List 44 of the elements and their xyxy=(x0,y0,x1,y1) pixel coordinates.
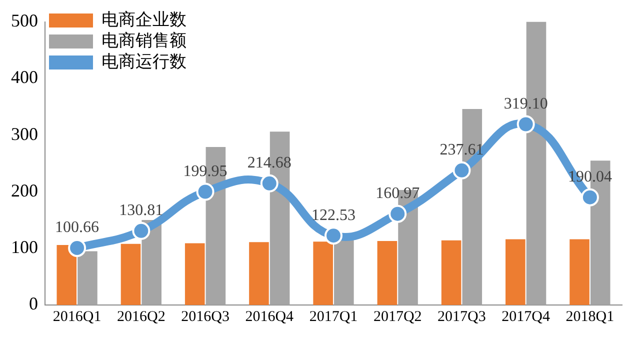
legend-label: 电商销售额 xyxy=(102,30,186,50)
point xyxy=(516,115,535,134)
y-tick-label: 200 xyxy=(11,180,38,200)
x-tick-label: 2018Q1 xyxy=(566,308,614,325)
point xyxy=(452,161,471,180)
point xyxy=(388,204,407,223)
bar xyxy=(441,240,462,305)
point xyxy=(260,174,278,192)
point xyxy=(324,226,342,245)
data-label: 160.97 xyxy=(376,185,420,202)
data-label: 199.95 xyxy=(183,162,228,180)
y-tick-label: 300 xyxy=(11,124,38,144)
y-tick-label: 100 xyxy=(11,237,38,258)
x-tick-label: 2016Q4 xyxy=(245,308,294,325)
point xyxy=(132,222,150,240)
legend-label: 电商企业数 xyxy=(102,10,186,29)
data-label: 130.81 xyxy=(119,202,164,220)
y-tick-label: 500 xyxy=(11,10,38,31)
bar xyxy=(249,242,269,305)
x-tick-label: 2017Q4 xyxy=(502,308,550,325)
point xyxy=(196,182,214,201)
bar xyxy=(184,243,205,305)
x-tick-label: 2017Q1 xyxy=(309,308,358,325)
bar xyxy=(56,244,77,305)
data-label: 122.53 xyxy=(312,206,356,224)
x-tick-label: 2017Q2 xyxy=(373,308,422,325)
bar xyxy=(78,251,98,305)
x-tick-label: 2016Q3 xyxy=(181,308,230,325)
x-tick-label: 2016Q1 xyxy=(52,308,102,325)
data-label: 214.68 xyxy=(247,154,292,172)
point xyxy=(580,188,599,206)
bar xyxy=(120,244,141,305)
y-tick-label: 0 xyxy=(29,294,38,314)
bar xyxy=(334,238,354,305)
x-tick-label: 2016Q2 xyxy=(116,308,166,325)
bar xyxy=(377,240,398,305)
bar xyxy=(313,242,333,305)
data-label: 319.10 xyxy=(504,95,548,112)
data-label: 100.66 xyxy=(55,219,100,236)
legend-label: 电商运行数 xyxy=(102,52,186,71)
y-tick-label: 400 xyxy=(11,67,38,88)
bar xyxy=(506,239,526,305)
bar xyxy=(570,239,590,305)
x-tick-label: 2017Q3 xyxy=(438,308,486,325)
